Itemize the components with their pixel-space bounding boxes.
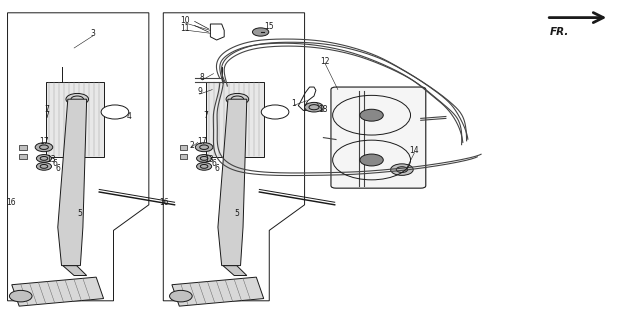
- Text: 14: 14: [409, 146, 420, 155]
- Circle shape: [252, 28, 269, 36]
- Text: 15: 15: [264, 22, 274, 31]
- Text: 3: 3: [90, 29, 95, 38]
- FancyBboxPatch shape: [19, 145, 27, 150]
- Text: 6: 6: [211, 159, 216, 168]
- Text: 11: 11: [180, 24, 190, 33]
- Text: 13: 13: [46, 155, 57, 164]
- Text: 7: 7: [45, 105, 50, 114]
- Polygon shape: [218, 99, 247, 266]
- Text: 6: 6: [56, 164, 61, 173]
- Circle shape: [197, 163, 212, 170]
- FancyBboxPatch shape: [331, 87, 426, 188]
- Polygon shape: [58, 99, 87, 266]
- Text: 8: 8: [200, 73, 205, 82]
- Circle shape: [9, 290, 32, 302]
- Circle shape: [101, 105, 129, 119]
- Circle shape: [35, 143, 53, 152]
- Polygon shape: [206, 82, 264, 157]
- Text: 5: 5: [234, 209, 239, 218]
- Polygon shape: [223, 266, 247, 276]
- Circle shape: [305, 102, 323, 112]
- Circle shape: [36, 163, 51, 170]
- Circle shape: [36, 155, 51, 162]
- Circle shape: [170, 290, 192, 302]
- Circle shape: [360, 109, 383, 121]
- FancyBboxPatch shape: [180, 154, 187, 159]
- Text: 10: 10: [180, 16, 190, 25]
- Circle shape: [391, 164, 413, 175]
- Circle shape: [66, 93, 89, 105]
- FancyBboxPatch shape: [180, 145, 187, 150]
- Circle shape: [197, 155, 212, 162]
- FancyBboxPatch shape: [19, 154, 27, 159]
- Polygon shape: [12, 277, 104, 306]
- Polygon shape: [63, 266, 87, 276]
- Text: 16: 16: [159, 198, 169, 207]
- Text: 7: 7: [45, 111, 50, 120]
- Text: 2: 2: [189, 141, 194, 150]
- Text: 13: 13: [204, 155, 214, 164]
- Text: 5: 5: [77, 209, 82, 218]
- Circle shape: [226, 93, 249, 105]
- Text: 1: 1: [291, 99, 296, 108]
- Circle shape: [195, 143, 213, 152]
- Text: 12: 12: [320, 57, 330, 66]
- Text: 9: 9: [197, 87, 202, 96]
- Text: 6: 6: [53, 159, 58, 168]
- Text: 7: 7: [203, 111, 208, 120]
- Text: 16: 16: [6, 198, 16, 207]
- Circle shape: [261, 105, 289, 119]
- Text: 17: 17: [39, 137, 49, 146]
- Text: 4: 4: [126, 112, 131, 121]
- Text: FR.: FR.: [550, 27, 569, 36]
- Text: 6: 6: [214, 164, 219, 173]
- Circle shape: [360, 154, 383, 166]
- Polygon shape: [172, 277, 264, 306]
- Text: 17: 17: [197, 137, 207, 146]
- Polygon shape: [46, 82, 104, 157]
- Text: 18: 18: [318, 105, 328, 114]
